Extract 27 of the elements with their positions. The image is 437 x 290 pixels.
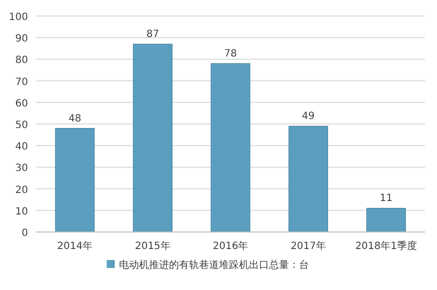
data-label: 87 [146,29,160,40]
bar [55,128,95,232]
bar [288,126,328,232]
y-tick-label: 90 [15,34,28,45]
y-tick-label: 70 [15,76,28,88]
y-tick-label: 40 [15,142,28,153]
bar [210,63,250,232]
y-tick-label: 100 [8,12,28,23]
bar [366,208,406,232]
y-tick-label: 50 [15,120,28,131]
y-tick-label: 10 [15,206,28,218]
y-tick-label: 20 [15,184,28,196]
x-tick-label: 2018年1季度 [355,240,418,252]
y-tick-label: 60 [15,98,28,110]
y-tick-label: 0 [22,228,28,239]
x-tick-label: 2017年 [290,240,326,252]
y-tick-label: 80 [15,55,28,66]
data-label: 78 [224,48,237,60]
bar [132,44,172,232]
legend-label: 电动机推进的有轨巷道堆跺机出口总量：台 [118,259,309,271]
y-tick-label: 30 [15,163,28,174]
data-label: 49 [302,111,315,122]
data-label: 11 [380,193,392,204]
data-label: 48 [68,113,82,124]
x-tick-label: 2014年 [57,240,93,252]
x-tick-label: 2015年 [134,240,170,252]
x-tick-label: 2016年 [212,240,248,252]
